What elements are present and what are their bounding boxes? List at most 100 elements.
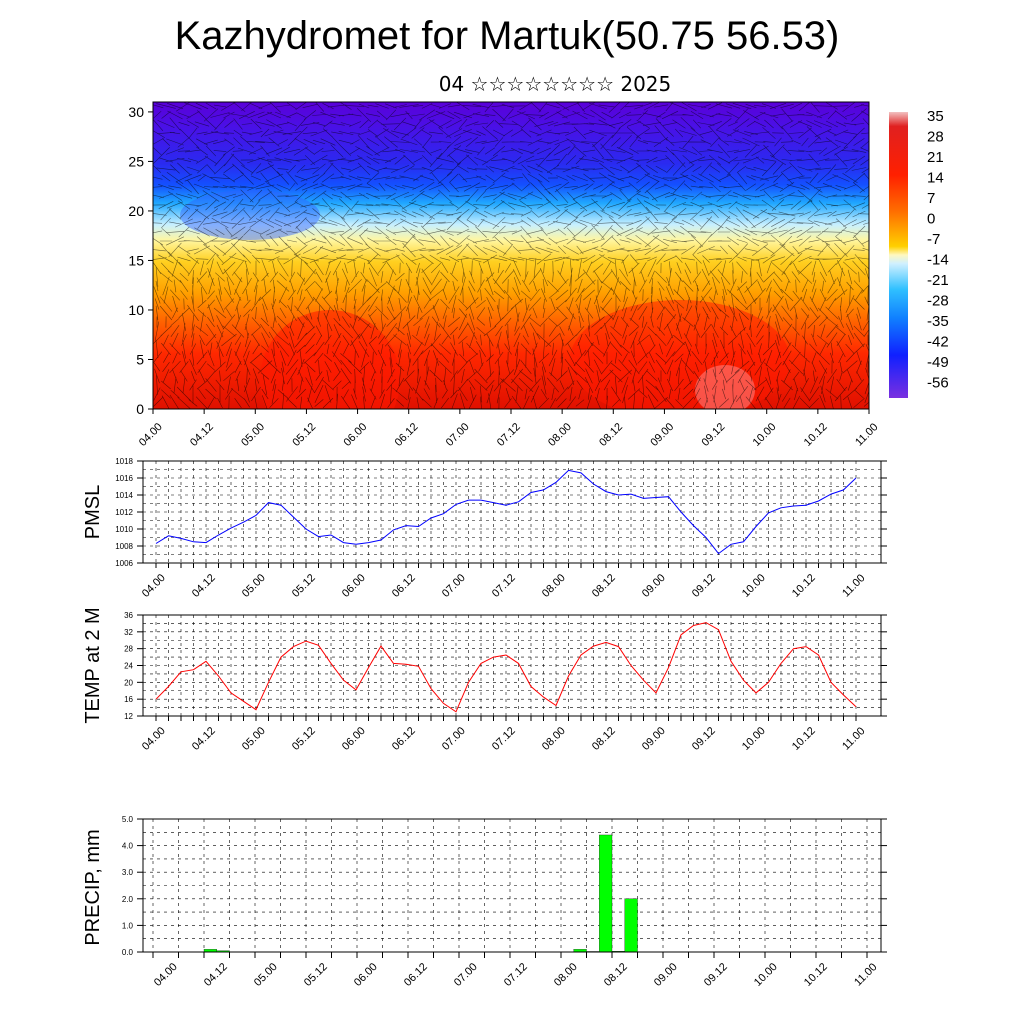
y-tick-label: 1012 bbox=[115, 508, 133, 517]
colorbar-label: 14 bbox=[927, 170, 944, 187]
panel-frame bbox=[142, 818, 882, 953]
y-tick-label: 20 bbox=[124, 678, 133, 687]
y-axis-label: PRECIP, mm bbox=[82, 829, 104, 945]
colorbar-label: 21 bbox=[927, 149, 944, 166]
y-tick-label: 5.0 bbox=[122, 815, 134, 824]
x-tick-label: 10.12 bbox=[802, 961, 830, 989]
x-tick-label: 09.00 bbox=[648, 421, 676, 449]
precip-bar bbox=[599, 834, 613, 953]
warm-anomaly-blobs bbox=[180, 190, 790, 409]
x-tick-label: 06.12 bbox=[402, 961, 430, 989]
x-tick-label: 10.00 bbox=[740, 572, 768, 600]
x-tick-label: 08.12 bbox=[602, 961, 630, 989]
x-tick-label: 07.12 bbox=[502, 961, 530, 989]
y-tick-label: 16 bbox=[124, 695, 133, 704]
x-tick-label: 08.00 bbox=[540, 572, 568, 600]
colorbar-label: 0 bbox=[927, 211, 935, 228]
x-tick-label: 05.00 bbox=[240, 725, 268, 753]
x-tick-label: 04.00 bbox=[140, 725, 168, 753]
wind-streak-path bbox=[153, 102, 869, 409]
x-tick-label: 11.00 bbox=[853, 421, 880, 448]
y-tick-label: 10 bbox=[128, 302, 144, 318]
x-tick-label: 07.00 bbox=[444, 421, 472, 449]
y-tick-label: 0.0 bbox=[122, 948, 134, 957]
precip-panel: 0.0 1.0 2.0 3.0 4.0 5.0 04.00 04.12 05.00 05.12 06… bbox=[82, 815, 887, 989]
x-tick-label: 09.12 bbox=[690, 725, 718, 753]
x-tick-label: 05.12 bbox=[302, 961, 330, 989]
x-tick-label: 07.00 bbox=[440, 725, 468, 753]
x-tick-label: 10.12 bbox=[802, 421, 830, 449]
x-tick-label: 11.00 bbox=[852, 961, 879, 988]
y-tick-label: 5 bbox=[136, 351, 144, 367]
y-axis-label: TEMP at 2 M bbox=[82, 607, 104, 723]
chart-subtitle: 04 ☆☆☆☆☆☆☆☆ 2025 bbox=[438, 72, 672, 96]
chart-title: Kazhydromet for Martuk(50.75 56.53) bbox=[174, 14, 840, 58]
x-tick-label: 06.12 bbox=[390, 572, 418, 600]
x-tick-label: 06.00 bbox=[340, 572, 368, 600]
x-tick-label: 07.00 bbox=[452, 961, 480, 989]
pmsl-panel: 1006 1008 1010 1012 1014 1016 1018 04.00 04.12 05… bbox=[82, 457, 887, 600]
colorbar-label: 28 bbox=[927, 129, 944, 146]
x-tick-label: 09.00 bbox=[652, 961, 680, 989]
x-tick-label: 08.00 bbox=[552, 961, 580, 989]
colorbar-label: -21 bbox=[927, 272, 949, 289]
colorbar-label: -35 bbox=[927, 313, 949, 330]
y-tick-label: 24 bbox=[124, 662, 133, 671]
x-tick-label: 11.00 bbox=[840, 572, 867, 599]
y-axis-label: PMSL bbox=[82, 485, 104, 539]
y-tick-label: 2.0 bbox=[122, 895, 134, 904]
colorbar-label: 35 bbox=[927, 108, 944, 125]
x-tick-label: 07.12 bbox=[490, 725, 518, 753]
y-tick-label: 1008 bbox=[115, 542, 133, 551]
y-tick-label: 3.0 bbox=[122, 868, 134, 877]
x-tick-label: 07.12 bbox=[490, 572, 518, 600]
warm-anomaly-1 bbox=[260, 310, 400, 409]
y-tick-label: 1014 bbox=[115, 491, 133, 500]
y-tick-label: 28 bbox=[124, 645, 133, 654]
y-tick-label: 15 bbox=[128, 252, 144, 268]
x-tick-label: 07.12 bbox=[495, 421, 523, 449]
y-tick-label: 4.0 bbox=[122, 842, 134, 851]
x-tick-label: 05.00 bbox=[240, 572, 268, 600]
x-tick-label: 04.12 bbox=[202, 961, 230, 989]
x-tick-label: 04.00 bbox=[152, 961, 180, 989]
x-tick-label: 05.12 bbox=[290, 725, 318, 753]
x-tick-label: 10.12 bbox=[790, 572, 818, 600]
panel-frame bbox=[142, 614, 882, 717]
y-tick-label: 30 bbox=[128, 104, 144, 120]
x-tick-label: 05.00 bbox=[239, 421, 267, 449]
precip-bar bbox=[624, 898, 638, 953]
y-tick-label: 12 bbox=[124, 712, 133, 721]
colorbar: 35 28 21 14 7 0 -7 -14 -21 -28 -35 -42 -49 -56 bbox=[889, 108, 949, 398]
y-tick-label: 20 bbox=[128, 203, 144, 219]
x-tick-label: 10.12 bbox=[790, 725, 818, 753]
temperature-panel: 12 16 20 24 28 32 36 04.00 04.12 05.00 05.12 06.00 0… bbox=[82, 607, 887, 753]
x-tick-label: 04.00 bbox=[140, 572, 168, 600]
y-tick-label: 1006 bbox=[115, 559, 133, 568]
y-tick-label: 1018 bbox=[115, 457, 133, 466]
x-tick-label: 05.12 bbox=[290, 421, 318, 449]
x-tick-label: 04.00 bbox=[137, 421, 165, 449]
x-tick-label: 06.00 bbox=[340, 725, 368, 753]
y-tick-label: 25 bbox=[128, 153, 144, 169]
x-tick-label: 06.12 bbox=[390, 725, 418, 753]
colorbar-label: -7 bbox=[927, 231, 940, 248]
x-tick-label: 04.12 bbox=[190, 572, 218, 600]
warm-anomaly-3 bbox=[695, 365, 755, 409]
x-tick-label: 08.12 bbox=[597, 421, 625, 449]
x-tick-label: 06.00 bbox=[341, 421, 369, 449]
y-tick-label: 0 bbox=[136, 401, 144, 417]
colorbar-strip bbox=[889, 112, 908, 398]
x-tick-label: 05.00 bbox=[252, 961, 280, 989]
y-tick-label: 32 bbox=[124, 628, 133, 637]
x-tick-label: 07.00 bbox=[440, 572, 468, 600]
x-tick-label: 10.00 bbox=[752, 961, 780, 989]
x-tick-label: 06.12 bbox=[393, 421, 421, 449]
wind-streaks bbox=[153, 102, 869, 409]
x-tick-label: 09.12 bbox=[699, 421, 727, 449]
y-tick-label: 1.0 bbox=[122, 921, 134, 930]
x-tick-label: 08.12 bbox=[590, 572, 618, 600]
x-tick-label: 08.00 bbox=[546, 421, 574, 449]
series-line bbox=[155, 622, 857, 713]
x-tick-label: 04.12 bbox=[188, 421, 216, 449]
